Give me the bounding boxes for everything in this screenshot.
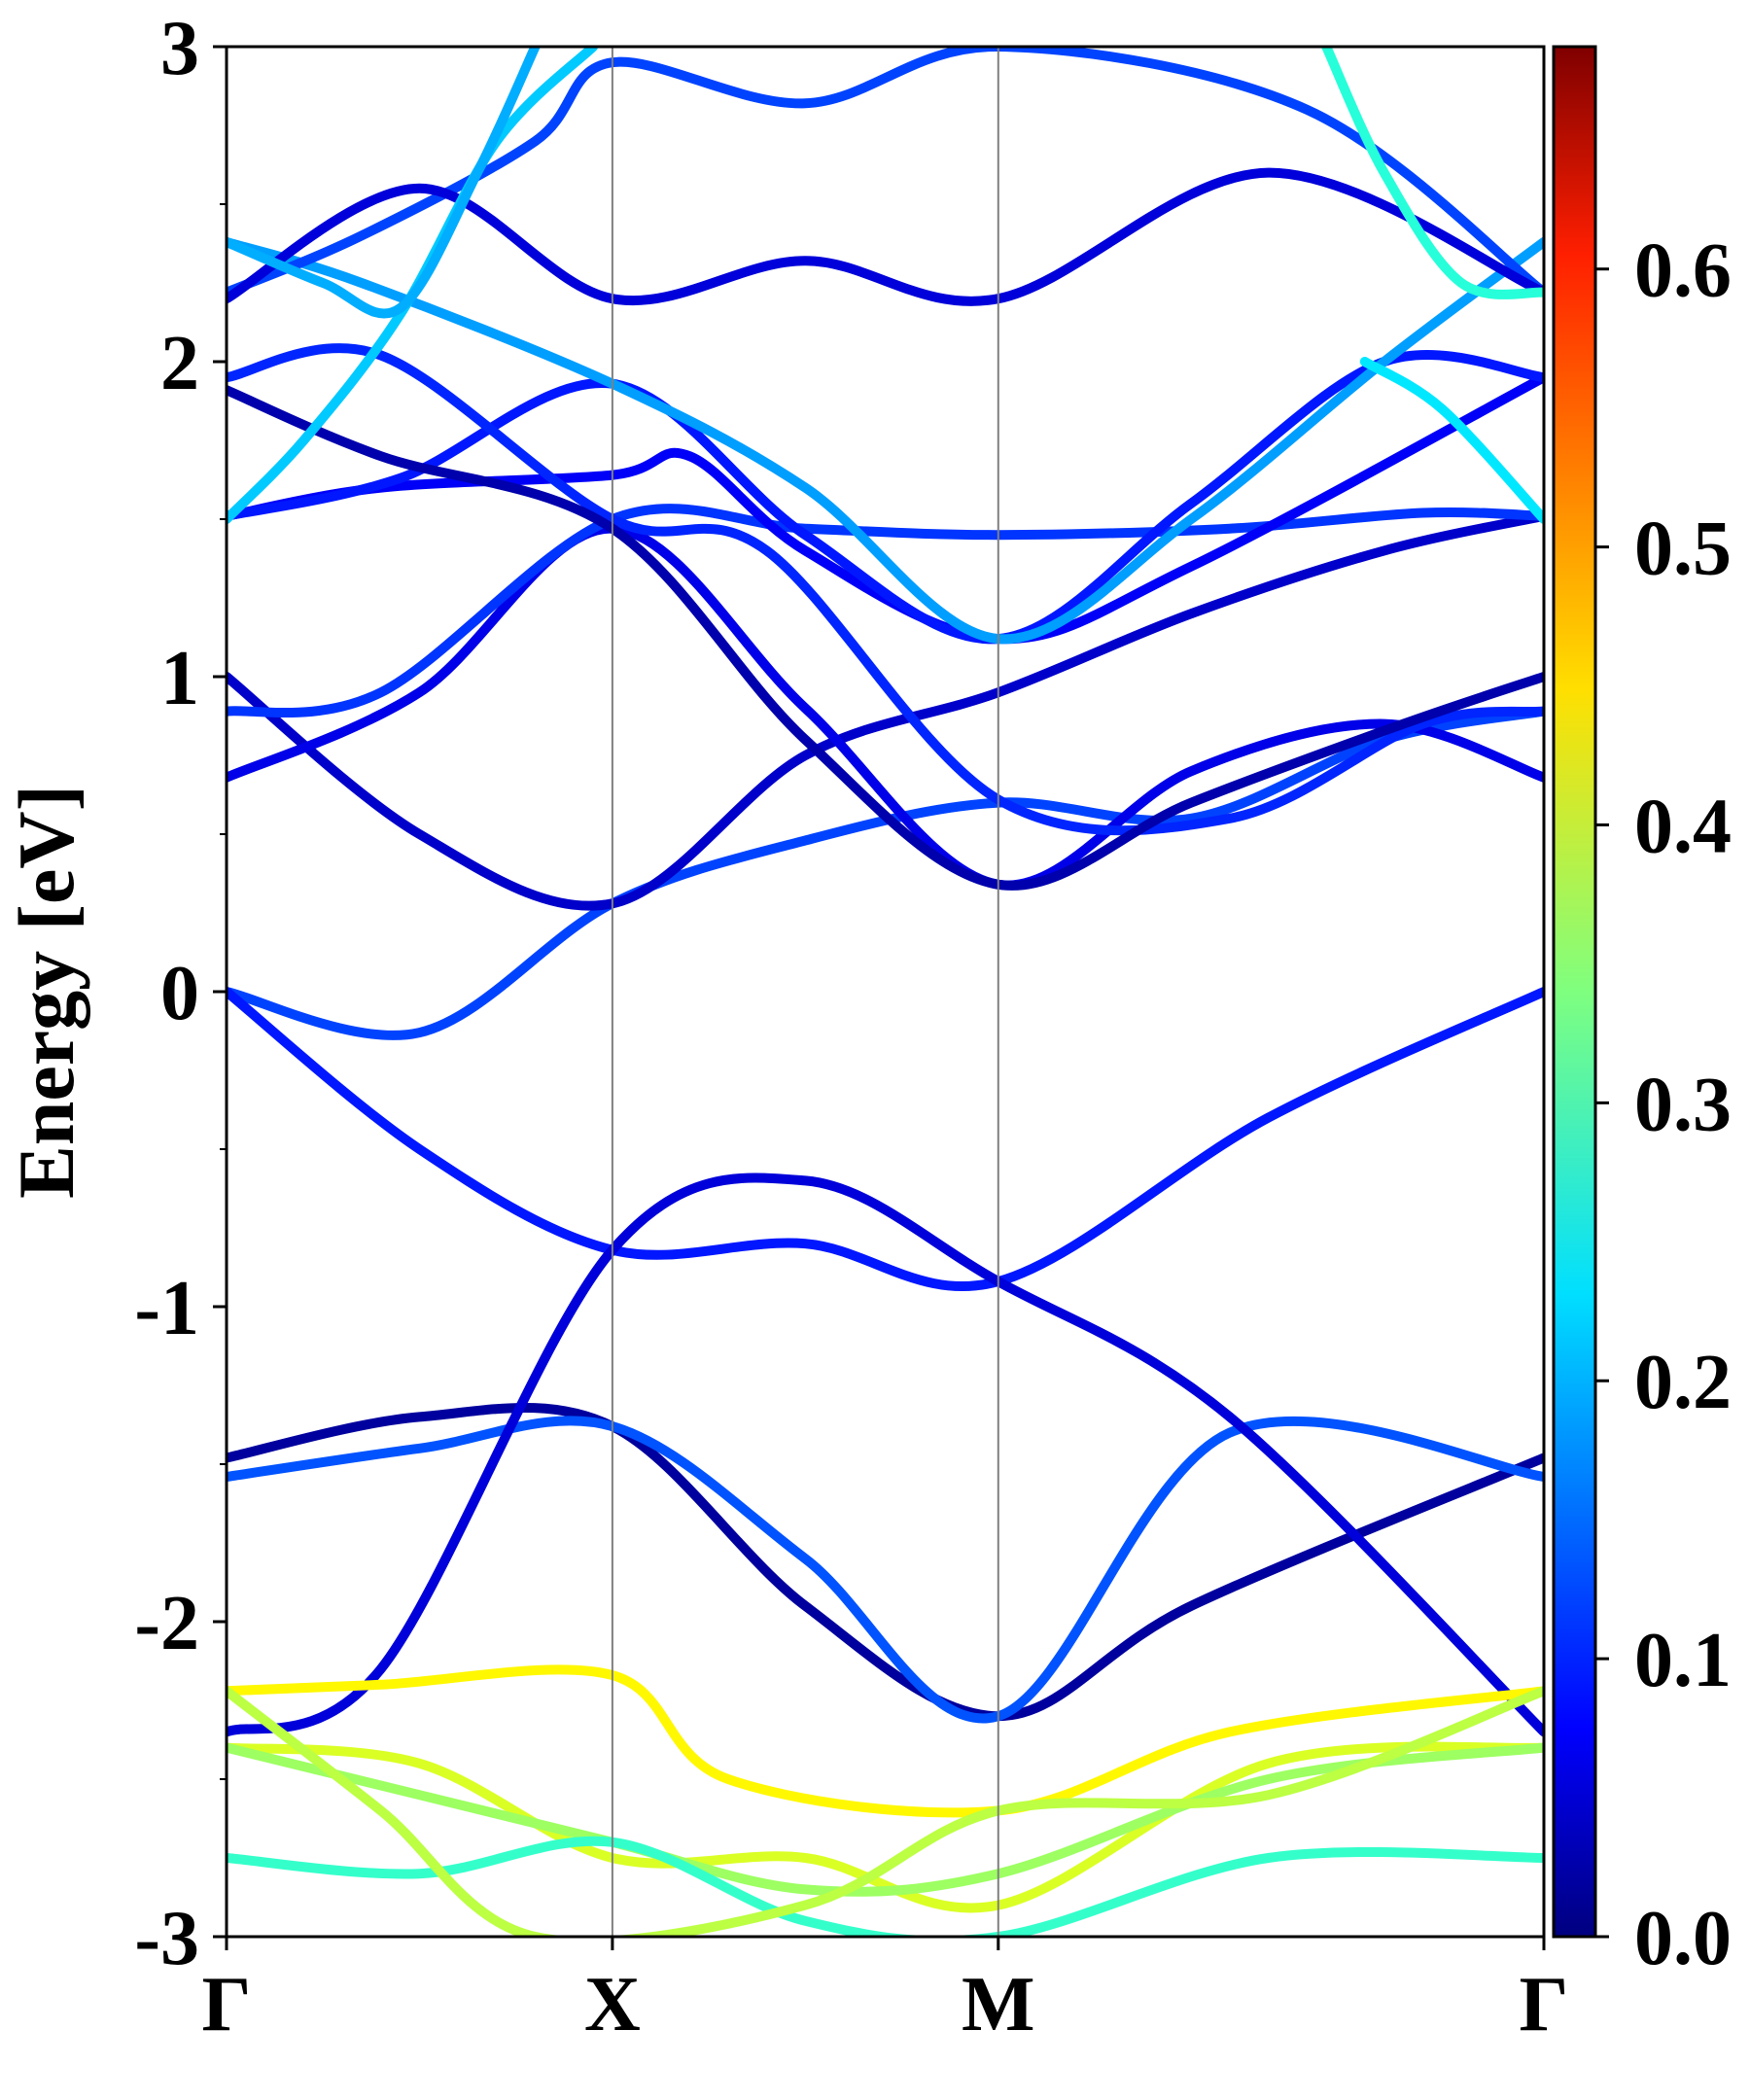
y-axis-title: Energy [eV]	[2, 785, 90, 1199]
band-line-13	[227, 1664, 1544, 1818]
y-tick-label: 3	[160, 6, 199, 91]
y-axis-ticks: 3 2 1 0 -1 -2 -3	[134, 6, 227, 1981]
band-line-4	[227, 523, 1544, 891]
band-line-9	[227, 385, 1544, 891]
band-line-6	[227, 372, 1544, 645]
band-line-20	[227, 167, 1544, 306]
y-tick-label: -2	[134, 1581, 199, 1666]
y-tick-label: 0	[160, 951, 199, 1036]
band-line-8	[227, 343, 1544, 836]
energy-bands	[227, 47, 1544, 1937]
y-tick-label: 2	[160, 321, 199, 406]
band-line-5	[227, 504, 1544, 718]
band-line-16	[227, 1836, 1544, 1937]
band-line-18	[227, 236, 1544, 645]
colorbar-gradient	[1552, 45, 1597, 1939]
x-tick-label: M	[962, 1962, 1035, 2048]
band-line-10	[227, 1402, 1544, 1722]
y-tick-label: 1	[160, 636, 199, 721]
colorbar-tick-label: 0.5	[1634, 507, 1732, 592]
band-line-14	[227, 1741, 1544, 1913]
x-tick-label: Γ	[1520, 1962, 1569, 2048]
colorbar-tick-label: 0.6	[1634, 228, 1732, 314]
band-line-12	[227, 1172, 1544, 1737]
band-line-17	[227, 1686, 1544, 1937]
x-tick-label: X	[584, 1962, 641, 2048]
y-tick-label: -3	[134, 1896, 199, 1981]
band-line-24	[1359, 357, 1544, 524]
colorbar-tick-label: 0.1	[1634, 1618, 1732, 1703]
colorbar-tick-label: 0.2	[1634, 1340, 1732, 1425]
high-symmetry-lines	[611, 47, 999, 1937]
band-line-1	[227, 706, 1544, 1040]
colorbar-ticks: 0.0 0.1 0.2 0.3 0.4 0.5 0.6	[1595, 228, 1732, 1981]
band-line-22	[227, 47, 541, 319]
band-line-7	[227, 350, 1544, 645]
colorbar-tick-label: 0.4	[1634, 784, 1732, 869]
y-tick-label: -1	[134, 1266, 199, 1351]
band-line-11	[227, 1416, 1544, 1724]
band-line-19	[227, 47, 1544, 298]
band-line-2	[227, 987, 1544, 1291]
colorbar-tick-label: 0.0	[1634, 1896, 1732, 1981]
colorbar	[1552, 45, 1597, 1939]
band-line-15	[227, 1742, 1544, 1897]
x-tick-label: Γ	[202, 1962, 252, 2048]
band-line-23	[1321, 47, 1544, 299]
band-line-21	[227, 47, 599, 524]
band-line-3	[227, 510, 1544, 911]
colorbar-tick-label: 0.3	[1634, 1062, 1732, 1147]
